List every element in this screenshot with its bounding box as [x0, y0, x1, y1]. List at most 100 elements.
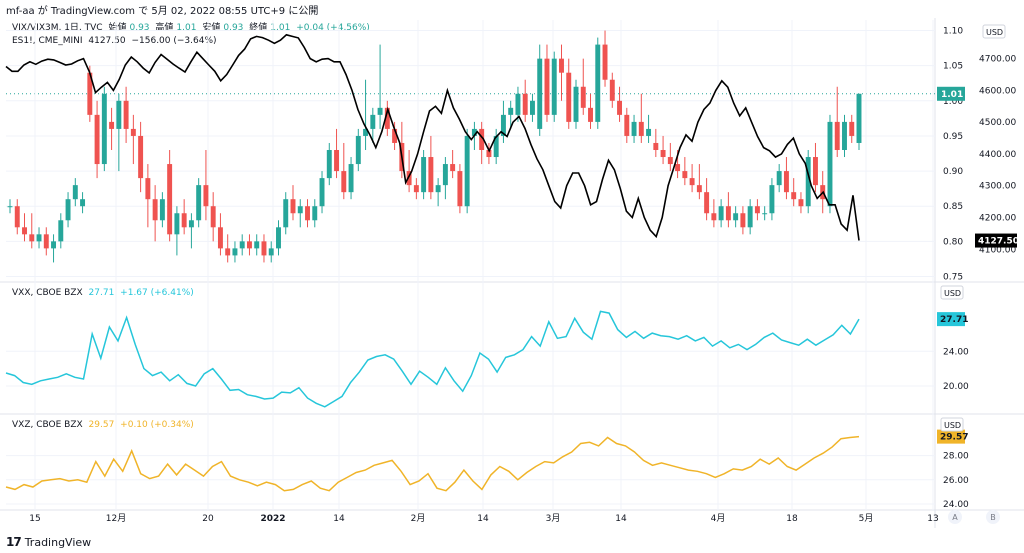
last-vxz-tag: [937, 429, 965, 444]
candle-body: [834, 121, 840, 150]
candle-body: [537, 58, 543, 129]
candle: [29, 213, 35, 249]
candle: [167, 150, 173, 242]
candle-body: [261, 241, 267, 256]
candle: [232, 241, 238, 263]
candle-body: [544, 58, 550, 115]
candle-body: [791, 192, 797, 200]
candle: [246, 234, 252, 256]
legend-open-value: 0.93: [129, 23, 150, 33]
candle: [348, 157, 354, 200]
candle-body: [842, 121, 847, 150]
candle: [413, 178, 419, 200]
candle-body: [704, 192, 710, 214]
candle-body: [406, 171, 412, 186]
legend-open-label: 始値: [108, 23, 127, 33]
ratio-candles: [7, 30, 862, 263]
candle: [297, 199, 303, 228]
legend-low-value: 0.93: [223, 23, 244, 33]
candle-body: [363, 128, 369, 136]
candle-body: [203, 185, 209, 207]
candle-body: [246, 241, 252, 249]
candle: [36, 227, 42, 249]
candle-body: [116, 100, 122, 129]
last-ratio-label: 1.01: [941, 90, 963, 100]
chart-canvas[interactable]: 1.10 1.05 1.00 0.95 0.90 0.85 0.80 0.75 1.01 4700…: [0, 0, 1024, 535]
candle-body: [428, 157, 434, 193]
candle: [72, 178, 78, 207]
candle-body: [595, 44, 601, 122]
candle: [551, 51, 557, 122]
candle-body: [174, 213, 180, 235]
candle-body: [631, 121, 637, 136]
ratio-tick-label: 0.90: [943, 167, 963, 177]
legend-vxx: VXX, CBOE BZX 27.71 +1.67 (+6.41%): [12, 287, 197, 299]
time-tick-label: 15: [29, 514, 40, 524]
candle: [363, 79, 369, 150]
candle: [508, 100, 514, 129]
candle: [341, 142, 347, 200]
candle: [138, 121, 144, 193]
candle: [559, 44, 564, 101]
candle: [588, 93, 593, 129]
candle-body: [435, 185, 441, 193]
last-ratio-tag: [937, 86, 965, 101]
time-tick-label: 4月: [711, 513, 726, 524]
candle-body: [798, 199, 804, 207]
legend-es-value: 4127.50: [88, 36, 126, 46]
candle-body: [188, 220, 194, 228]
candle-body: [348, 164, 354, 193]
candle: [319, 171, 325, 214]
candle-body: [580, 86, 586, 108]
candle-body: [638, 121, 644, 136]
time-tick-label: 14: [615, 514, 627, 524]
candle: [595, 37, 601, 129]
candle-body: [384, 107, 390, 129]
candle-body: [138, 135, 144, 179]
legend-ratio-symbol: VIX/VIX3M, 1日, TVC: [12, 23, 103, 33]
candle: [653, 128, 659, 158]
candle-body: [159, 199, 165, 221]
candle: [762, 206, 768, 221]
candle-body: [65, 199, 71, 221]
log-scale-button[interactable]: [986, 510, 1000, 524]
candle: [355, 128, 361, 172]
candle-body: [667, 157, 673, 165]
candle: [493, 128, 499, 165]
candle: [704, 178, 710, 221]
candle-body: [559, 58, 564, 73]
candle-body: [58, 220, 64, 242]
candle-body: [776, 171, 782, 186]
candle-body: [101, 93, 107, 165]
candle-body: [624, 114, 630, 136]
candle: [442, 157, 448, 200]
candle-body: [239, 241, 245, 249]
last-vxx-label: 27.71: [940, 315, 968, 325]
unit-badge-main-label: USD: [986, 28, 1003, 37]
auto-scale-button[interactable]: [948, 510, 962, 524]
legend-ratio: VIX/VIX3M, 1日, TVC 始値 0.93 高値 1.01 安値 0.93 …: [12, 22, 373, 34]
candle: [631, 114, 637, 143]
candle: [58, 213, 64, 249]
es-tick-label: 4700.00: [979, 55, 1016, 65]
candle-body: [551, 58, 557, 115]
candle: [305, 199, 310, 228]
candle: [181, 199, 187, 235]
candle: [80, 192, 86, 214]
candle: [290, 185, 296, 221]
publish-header: mf-aa が TradingView.com で 5月 02, 2022 08…: [6, 6, 319, 17]
price-axes: 1.10 1.05 1.00 0.95 0.90 0.85 0.80 0.75 1.01 4700…: [937, 24, 1019, 510]
candle: [711, 199, 717, 228]
vxz-line: [5, 435, 860, 492]
legend-close-value: 1.01: [270, 23, 291, 33]
legend-low-label: 安値: [202, 23, 221, 33]
candle-body: [457, 171, 463, 207]
candle-body: [319, 178, 325, 207]
candle-body: [232, 248, 238, 256]
legend-vxx-change: +1.67 (+6.41%): [120, 288, 194, 298]
time-tick-label: 2月: [411, 513, 426, 524]
candle: [268, 241, 274, 263]
candle-body: [370, 114, 376, 129]
candle: [856, 93, 862, 150]
vxz-tick-label: 24.00: [943, 500, 969, 510]
